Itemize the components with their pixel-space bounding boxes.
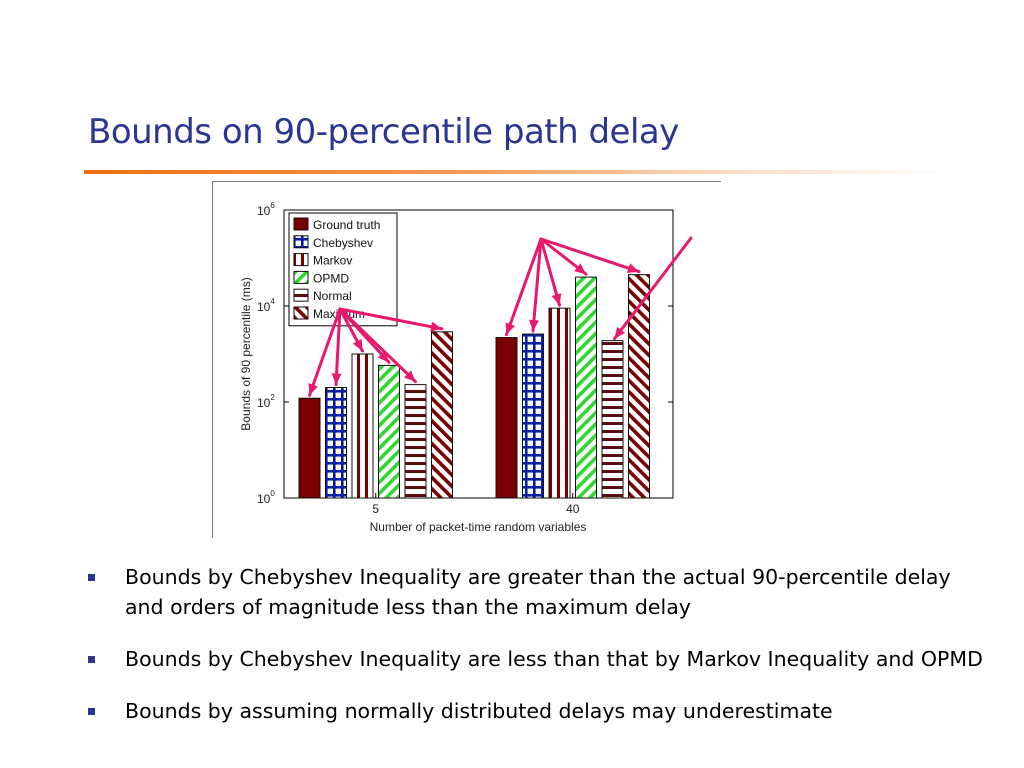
slide-title: Bounds on 90-percentile path delay xyxy=(88,112,679,152)
y-tick-base: 10 xyxy=(257,396,271,410)
bullet-marker xyxy=(88,708,95,715)
y-axis-label: Bounds of 90 percentile (ms) xyxy=(239,277,253,430)
bullet-marker xyxy=(88,656,95,663)
annotation-arrow-line xyxy=(531,237,543,333)
annotation-arrow-head xyxy=(352,338,363,351)
chart-figure: 100 102 104 106 5 40 Number of packet-time r… xyxy=(212,181,721,538)
title-rule xyxy=(84,170,944,174)
bullet-item: Bounds by Chebyshev Inequality are great… xyxy=(88,562,988,622)
y-tick-label: 104 xyxy=(257,297,275,314)
bar-ground-truth-5 xyxy=(298,397,321,499)
bullet-item: Bounds by assuming normally distributed … xyxy=(88,696,988,726)
y-tick-exponent: 6 xyxy=(270,201,275,210)
annotation-arrow-line xyxy=(338,307,417,384)
legend-label: Normal xyxy=(313,289,352,303)
annotation-arrow-head xyxy=(574,263,586,275)
bar-maximum-40 xyxy=(628,274,650,499)
bars-group xyxy=(298,274,650,499)
annotation-arrow-head xyxy=(551,293,562,306)
annotation-arrow-head xyxy=(404,370,416,382)
legend-label: Chebyshev xyxy=(313,236,373,250)
legend-swatch xyxy=(293,288,309,302)
bullet-marker xyxy=(88,574,95,581)
y-tick-exponent: 4 xyxy=(270,297,275,306)
x-axis-label: Number of packet-time random variables xyxy=(370,520,587,534)
bar-ground-truth-40 xyxy=(495,337,518,499)
annotation-arrow-line xyxy=(539,237,641,274)
bar-maximum-5 xyxy=(431,331,453,499)
bullet-item: Bounds by Chebyshev Inequality are less … xyxy=(88,644,988,674)
annotation-arrow-line xyxy=(539,237,561,307)
y-tick-label: 106 xyxy=(257,201,275,218)
bullet-list: Bounds by Chebyshev Inequality are great… xyxy=(88,562,988,748)
bar-markov-5 xyxy=(351,353,374,499)
y-tick-base: 10 xyxy=(257,204,271,218)
annotation-arrow-head xyxy=(308,383,318,396)
annotation-arrow-line xyxy=(613,236,693,341)
legend-label: Markov xyxy=(313,254,352,268)
annotation-arrow-line xyxy=(308,307,342,397)
annotation-arrow-head xyxy=(626,263,639,273)
y-tick-exponent: 0 xyxy=(270,489,275,498)
annotation-arrow-line xyxy=(338,307,444,331)
x-tick-label: 5 xyxy=(372,502,379,516)
annotation-arrow-head xyxy=(331,373,342,385)
annotation-arrow-line xyxy=(505,237,543,337)
x-axis-ticks: 5 40 xyxy=(372,493,580,516)
y-tick-base: 10 xyxy=(257,300,271,314)
legend-swatch xyxy=(293,270,309,284)
annotation-arrow-line xyxy=(334,307,342,387)
bar-opmd-5 xyxy=(378,364,400,499)
bar-normal-40 xyxy=(601,340,624,499)
annotation-arrow-head xyxy=(614,326,626,339)
bullet-text: Bounds by Chebyshev Inequality are less … xyxy=(125,647,983,671)
bar-chebyshev-40 xyxy=(522,333,544,499)
y-tick-base: 10 xyxy=(257,492,271,506)
legend-swatch xyxy=(293,235,309,249)
bullet-text: Bounds by assuming normally distributed … xyxy=(125,699,833,723)
annotation-arrow-head xyxy=(377,350,389,363)
y-tick-label: 102 xyxy=(257,393,275,410)
bar-markov-40 xyxy=(548,307,571,499)
bar-opmd-40 xyxy=(575,276,597,499)
legend-swatch xyxy=(293,306,309,320)
legend-swatch xyxy=(293,253,309,267)
x-tick-label: 40 xyxy=(566,502,580,516)
legend-label: OPMD xyxy=(313,271,349,285)
annotation-arrow-head xyxy=(505,322,515,335)
bar-normal-5 xyxy=(404,384,427,499)
annotation-arrow-head xyxy=(528,319,539,332)
y-tick-exponent: 2 xyxy=(270,393,275,402)
annotation-arrow-head xyxy=(430,321,442,332)
legend-label: Ground truth xyxy=(313,218,380,232)
annotation-arrows xyxy=(308,236,693,397)
y-tick-label: 100 xyxy=(257,489,275,506)
bar-chebyshev-5 xyxy=(325,387,347,499)
legend-swatch xyxy=(293,217,309,231)
bullet-text: Bounds by Chebyshev Inequality are great… xyxy=(125,565,951,619)
